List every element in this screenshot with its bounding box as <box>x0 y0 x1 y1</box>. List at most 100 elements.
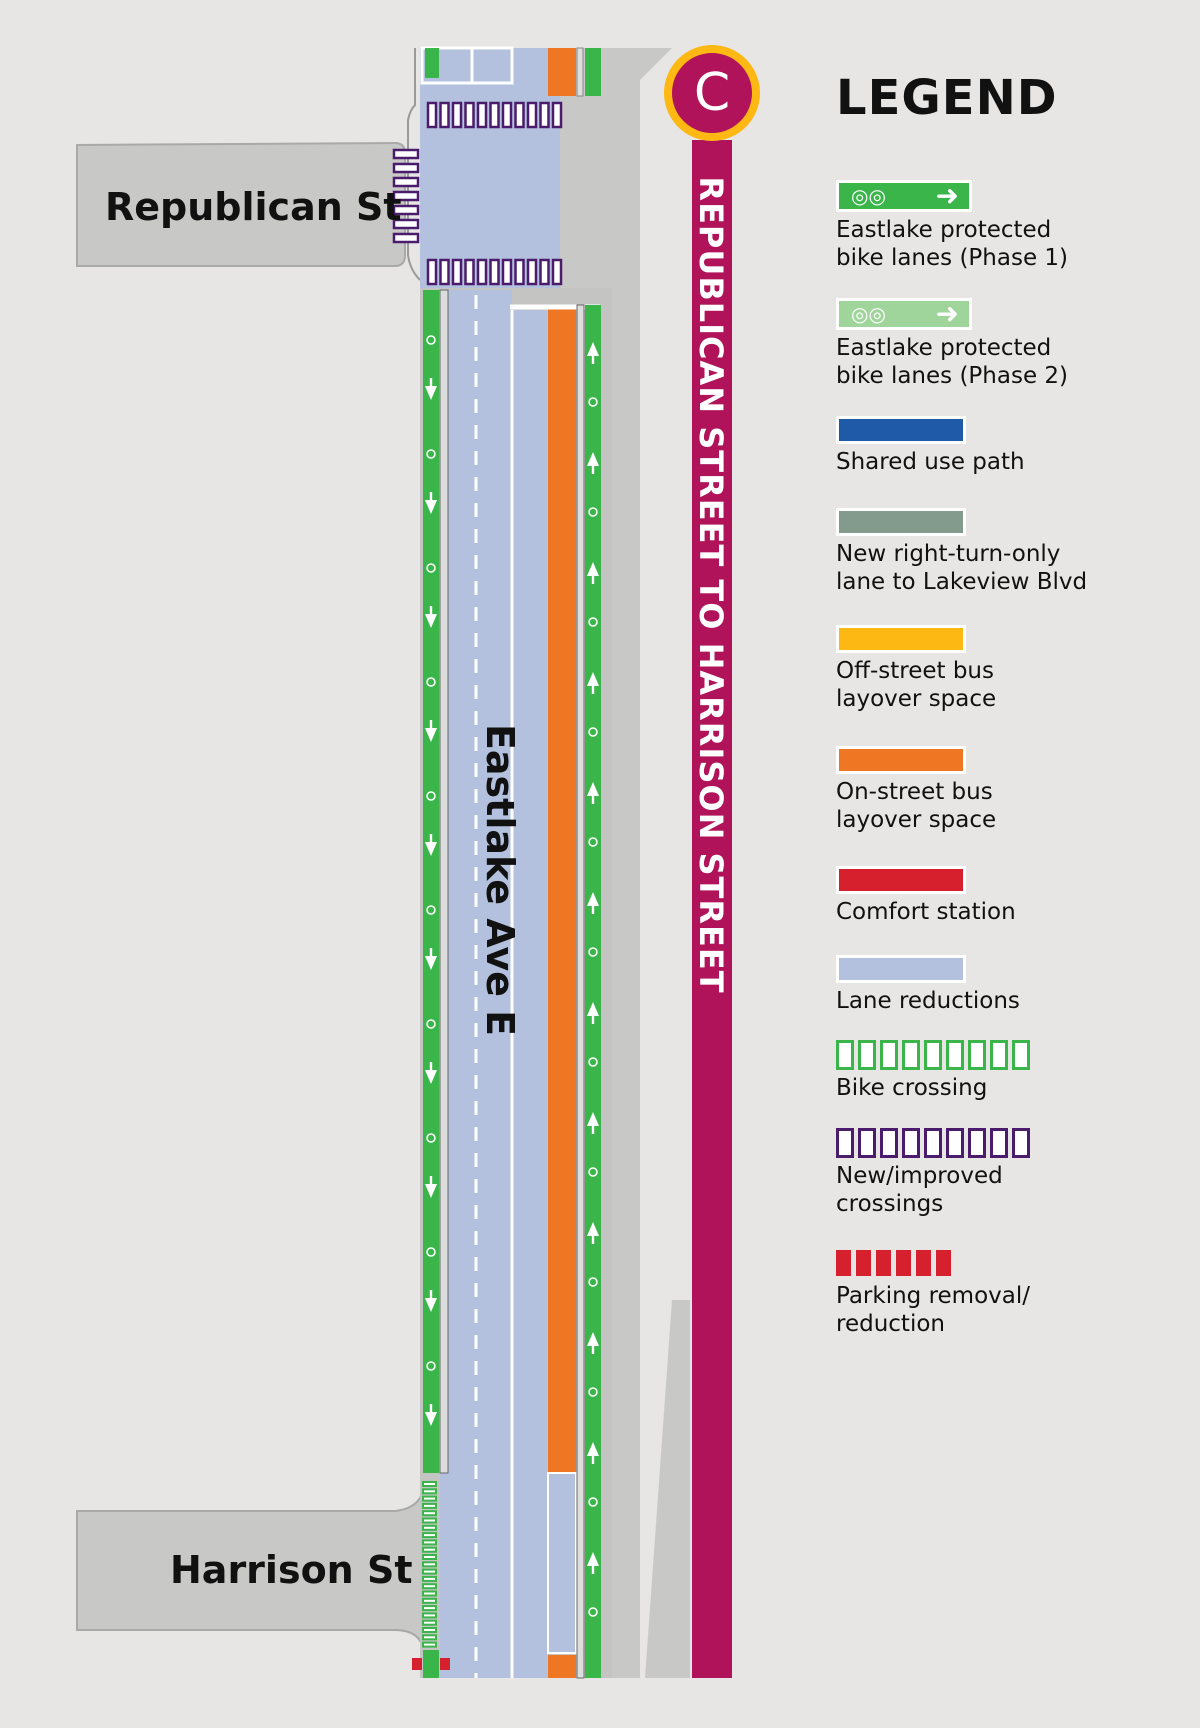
crossing-box <box>426 258 438 286</box>
up-arrow-icon-stem <box>591 354 595 364</box>
bike-symbol-icon <box>588 727 598 737</box>
bike-symbol-icon <box>426 335 436 345</box>
bike-symbol-icon <box>588 1387 598 1397</box>
parking-box <box>876 1250 891 1276</box>
legend-item: On-street bus layover space <box>836 746 1176 834</box>
crossing-box <box>451 258 463 286</box>
parking-removal-marker <box>412 1658 422 1670</box>
up-arrow-icon <box>587 1112 599 1126</box>
crossing-box <box>836 1128 854 1158</box>
legend-label: Parking removal/ reduction <box>836 1283 1031 1337</box>
up-arrow-icon <box>587 782 599 796</box>
bike-crossing-box <box>422 1561 437 1568</box>
down-arrow-icon-stem <box>429 378 433 388</box>
crossing-box <box>514 258 525 286</box>
legend-swatch: ◎◎ ➜ <box>836 179 972 212</box>
crossing-box <box>946 1128 964 1158</box>
bike-crossing-box <box>422 1619 437 1626</box>
crossing-box <box>836 1040 854 1070</box>
west-bike-lane-south <box>423 1650 439 1678</box>
center-lane-reduction <box>512 310 547 1678</box>
legend-label: Eastlake protected bike lanes (Phase 1) <box>836 217 1069 271</box>
up-arrow-icon-stem <box>591 684 595 694</box>
bike-symbol-icon <box>426 791 436 801</box>
crossing-box <box>924 1040 942 1070</box>
west-bike-lane <box>423 290 439 1473</box>
legend-title: LEGEND <box>836 70 1058 126</box>
east-sidewalk <box>612 48 672 1678</box>
down-arrow-icon <box>425 386 437 400</box>
legend-label: Comfort station <box>836 899 1016 925</box>
bus-layover-lane-south <box>548 1655 576 1678</box>
legend-item: Lane reductions <box>836 955 1176 1015</box>
up-arrow-icon-stem <box>591 1124 595 1134</box>
down-arrow-icon-stem <box>429 1176 433 1186</box>
crossing-box <box>902 1040 920 1070</box>
harrison-bike-crossing <box>422 1481 437 1648</box>
bike-crossing-box <box>422 1605 437 1612</box>
legend-swatch <box>836 508 966 536</box>
legend-label: Bike crossing <box>836 1075 988 1101</box>
crossing-box <box>501 101 513 129</box>
bike-crossing-box <box>422 1546 437 1553</box>
crossing-box <box>514 101 525 129</box>
crossing-box <box>880 1128 898 1158</box>
arrow-right-icon: ➜ <box>935 297 959 330</box>
bike-crossing-box <box>422 1539 437 1546</box>
republican-street <box>76 141 406 267</box>
crossing-box <box>526 258 538 286</box>
crossing-box <box>968 1128 986 1158</box>
crossing-box <box>858 1040 876 1070</box>
up-arrow-icon <box>587 1332 599 1346</box>
bike-crossing-box <box>422 1488 437 1495</box>
parking-box <box>836 1250 851 1276</box>
legend-label: Eastlake protected bike lanes (Phase 2) <box>836 335 1069 389</box>
bike-symbol-icon <box>588 1057 598 1067</box>
north-bike-stub-west <box>425 48 439 78</box>
west-bike-arrows <box>425 335 437 1426</box>
up-arrow-icon-stem <box>591 1564 595 1574</box>
down-arrow-icon-stem <box>429 834 433 844</box>
down-arrow-icon <box>425 500 437 514</box>
crossing-box <box>439 101 450 129</box>
up-arrow-icon <box>587 1552 599 1566</box>
bike-crossing-box <box>422 1634 437 1641</box>
legend-item: Off-street bus layover space <box>836 625 1176 713</box>
up-arrow-icon-stem <box>591 1454 595 1464</box>
bike-crossing-box <box>422 1510 437 1517</box>
bike-crossing-box <box>422 1627 437 1633</box>
republican-st-label: Republican St <box>105 185 402 229</box>
down-arrow-icon <box>425 956 437 970</box>
eastlake-ave-label: Eastlake Ave E <box>478 723 522 1037</box>
down-arrow-icon <box>425 1070 437 1084</box>
crossing-box <box>392 176 420 188</box>
south-crossing <box>426 258 563 286</box>
crossing-box <box>501 258 513 286</box>
crossing-box <box>439 258 450 286</box>
bike-icon: ◎◎ <box>851 184 886 208</box>
up-arrow-icon-stem <box>591 1344 595 1354</box>
crossing-box <box>551 101 563 129</box>
east-buffer <box>576 304 585 1679</box>
up-arrow-icon <box>587 892 599 906</box>
crossing-box <box>902 1128 920 1158</box>
down-arrow-icon <box>425 842 437 856</box>
up-arrow-icon-stem <box>591 1014 595 1024</box>
bike-crossing-box <box>422 1532 437 1539</box>
crossing-box <box>489 258 500 286</box>
bike-symbol-icon <box>426 905 436 915</box>
north-orange-stub <box>548 48 576 96</box>
up-arrow-icon <box>587 1222 599 1236</box>
legend-item: New/improved crossings <box>836 1128 1176 1218</box>
east-bike-arrows <box>587 342 599 1617</box>
crossing-box <box>539 101 550 129</box>
down-arrow-icon-stem <box>429 492 433 502</box>
bike-crossing-box <box>422 1554 437 1560</box>
down-arrow-icon-stem <box>429 948 433 958</box>
down-arrow-icon-stem <box>429 1290 433 1300</box>
bike-symbol-icon <box>426 563 436 573</box>
bike-crossing-box <box>422 1641 437 1648</box>
crossing-box <box>464 258 475 286</box>
bike-crossing-box <box>422 1495 437 1502</box>
